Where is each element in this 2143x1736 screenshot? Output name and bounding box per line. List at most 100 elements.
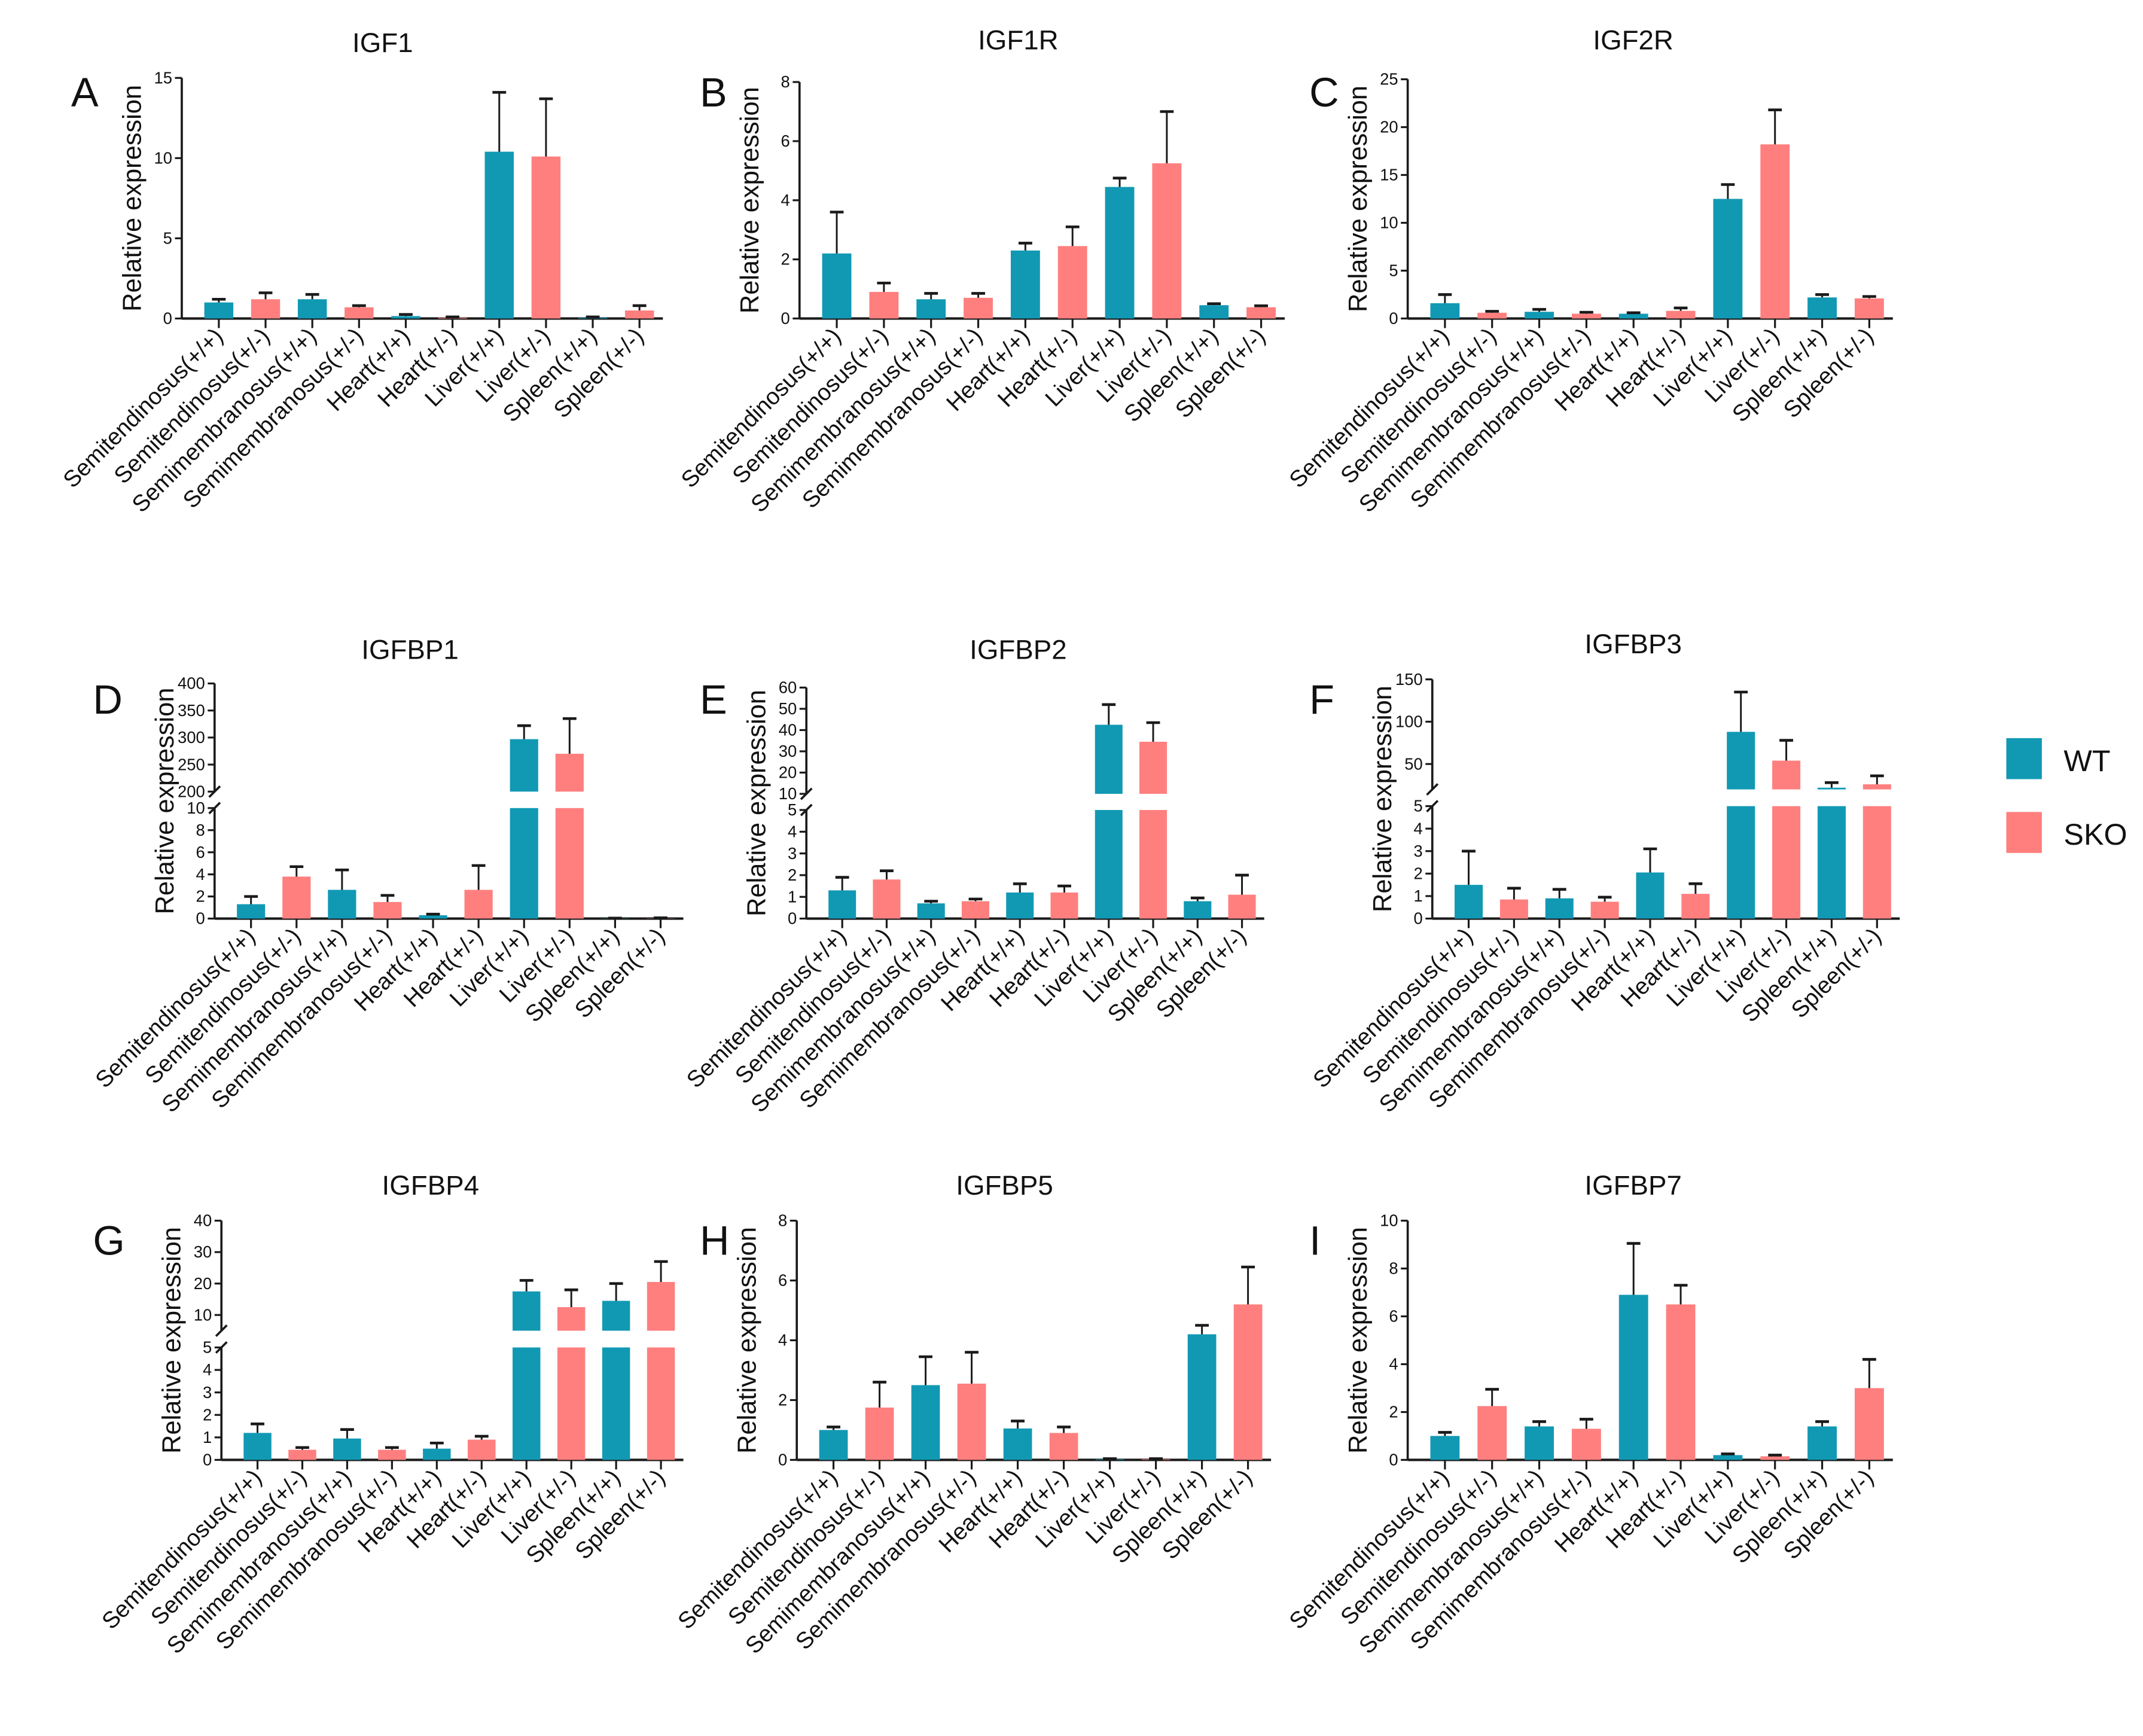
bar [1545,898,1574,919]
bar [1184,901,1212,919]
chart-title: IGFBP1 [361,634,459,665]
bar [251,299,281,319]
y-tick-label: 250 [178,755,205,773]
y-tick-label: 5 [788,800,797,819]
x-tick-label: Semimembranosus(+/+) [1354,323,1548,517]
bar [373,901,402,919]
panel-letter: B [700,69,727,115]
bar [204,302,234,319]
y-tick-label: 25 [1380,70,1398,89]
y-tick-label: 150 [1395,670,1423,689]
bar [957,1383,986,1460]
axis-break-marks [800,787,813,817]
chart-title: IGFBP3 [1584,629,1682,659]
y-tick-label: 1 [1414,887,1423,905]
bar-upper-segment [1095,724,1123,794]
y-tick-label: 5 [203,1338,212,1357]
bar-lower-segment [1862,806,1891,919]
y-axis-label: Relative expression [736,87,764,313]
x-tick-label: Semimembranosus(+/+) [746,323,940,517]
panel-letter: C [1309,69,1339,115]
panel-letter: E [700,677,727,723]
bar [468,1439,496,1460]
y-tick-label: 15 [1380,166,1398,184]
bar [1760,144,1790,319]
bar [1854,1388,1884,1460]
bar-upper-segment [555,754,584,792]
bar-upper-segment [1727,732,1755,790]
panel-letter: F [1309,677,1334,723]
panel-letter: A [71,69,99,115]
panel-g: IGFBP4 G Relative expression 0 1 2 3 4 5 10 20 30 40… [93,1170,684,1659]
y-tick-label: 30 [194,1242,212,1261]
bar [1199,305,1229,319]
bar [1477,312,1507,319]
y-axis-label: Relative expression [151,688,179,915]
legend-label-wt: WT [2063,744,2110,778]
y-axis-label: Relative expression [158,1227,187,1454]
y-tick-label: 4 [1414,819,1423,837]
bar [873,879,901,919]
bar-upper-segment [512,1291,541,1331]
y-axis-label: Relative expression [733,1227,762,1454]
y-tick-label: 10 [1380,1211,1398,1230]
y-tick-label: 10 [194,1305,212,1324]
y-tick-label: 2 [1414,864,1423,883]
chart-title: IGFBP4 [382,1170,480,1201]
y-tick-label: 0 [1389,309,1398,328]
bar [865,1407,894,1460]
chart-title: IGFBP7 [1584,1170,1682,1201]
bar [916,299,946,319]
bar [1618,313,1648,319]
x-tick-label: Semimembranosus(+/+) [157,923,351,1117]
panel-letter: H [700,1218,730,1264]
bar [419,915,447,919]
y-tick-label: 60 [779,678,797,697]
legend-swatch-sko [2006,812,2042,853]
x-tick-label: Semimembranosus(+/+) [746,923,940,1117]
bar [378,1449,406,1460]
bar [1455,885,1483,919]
y-axis-label: Relative expression [1344,1227,1373,1454]
y-tick-label: 8 [196,821,205,839]
bar-lower-segment [555,808,584,919]
bar [1057,246,1087,319]
bar [1854,298,1884,319]
bar [288,1449,316,1460]
bar [282,876,311,919]
bar [1713,199,1743,319]
y-tick-label: 5 [1414,797,1423,815]
y-tick-label: 30 [779,742,797,760]
y-tick-label: 3 [1414,842,1423,860]
bar [345,307,374,319]
y-tick-label: 40 [779,721,797,739]
x-tick-label: Semimembranosus(+/+) [127,323,322,517]
legend-label-sko: SKO [2063,817,2127,851]
x-tick-label: Semimembranosus(+/+) [162,1464,356,1659]
bar [964,297,993,319]
y-tick-label: 40 [194,1211,212,1230]
bar [961,901,989,919]
bar [822,253,852,319]
bar [917,903,945,919]
y-tick-label: 8 [1389,1259,1398,1278]
bar-lower-segment [557,1347,586,1460]
legend-swatch-wt [2006,738,2042,779]
x-tick-label: Semimembranosus(+/+) [1354,1464,1548,1659]
y-axis-label: Relative expression [743,690,772,916]
y-tick-label: 2 [781,250,790,269]
panel-letter: G [93,1218,124,1264]
y-tick-label: 2 [1389,1403,1398,1421]
bar-upper-segment [510,739,538,792]
y-tick-label: 8 [778,1211,787,1230]
y-tick-label: 3 [788,844,797,863]
chart-title: IGF1 [352,28,413,58]
bar [1105,187,1135,319]
bar [297,299,327,319]
bar [828,890,856,919]
bar-lower-segment [1095,810,1123,919]
bar-lower-segment [1727,806,1755,919]
bar-upper-segment [1772,760,1801,790]
bar [1010,250,1040,319]
